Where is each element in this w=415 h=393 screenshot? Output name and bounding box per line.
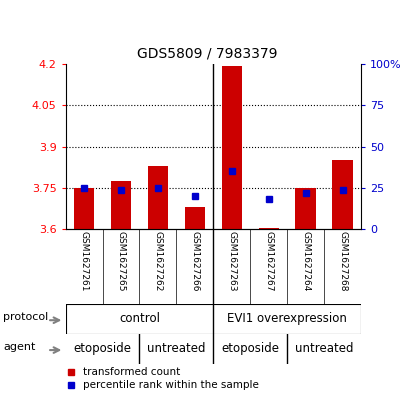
- Text: GDS5809 / 7983379: GDS5809 / 7983379: [137, 46, 278, 60]
- Bar: [185, 207, 205, 229]
- Text: GSM1627262: GSM1627262: [154, 231, 162, 292]
- Bar: [148, 166, 168, 229]
- Text: percentile rank within the sample: percentile rank within the sample: [83, 380, 259, 390]
- Text: GSM1627267: GSM1627267: [264, 231, 273, 292]
- Text: protocol: protocol: [3, 312, 49, 322]
- Text: GSM1627266: GSM1627266: [190, 231, 199, 292]
- Text: etoposide: etoposide: [221, 342, 279, 355]
- Bar: [259, 228, 279, 229]
- Text: GSM1627265: GSM1627265: [117, 231, 125, 292]
- Text: GSM1627264: GSM1627264: [301, 231, 310, 292]
- Bar: [295, 188, 316, 229]
- Text: etoposide: etoposide: [73, 342, 132, 355]
- Text: transformed count: transformed count: [83, 367, 181, 377]
- Text: GSM1627268: GSM1627268: [338, 231, 347, 292]
- Text: untreated: untreated: [295, 342, 353, 355]
- Bar: [222, 66, 242, 229]
- Text: control: control: [119, 312, 160, 325]
- Bar: [74, 188, 94, 229]
- Text: EVI1 overexpression: EVI1 overexpression: [227, 312, 347, 325]
- Text: GSM1627263: GSM1627263: [227, 231, 236, 292]
- Text: GSM1627261: GSM1627261: [80, 231, 88, 292]
- Text: agent: agent: [3, 342, 36, 352]
- Text: untreated: untreated: [147, 342, 205, 355]
- Bar: [332, 160, 353, 229]
- Bar: [111, 181, 131, 229]
